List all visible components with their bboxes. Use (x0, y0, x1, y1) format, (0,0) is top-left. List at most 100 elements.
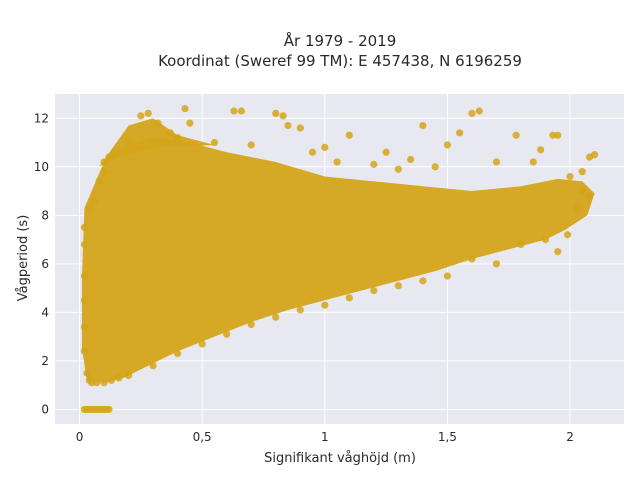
data-point-68 (578, 168, 586, 176)
data-point-49 (333, 158, 341, 166)
data-point-27 (100, 168, 108, 176)
data-point-62 (512, 131, 520, 139)
data-point-33 (144, 109, 152, 118)
y-axis-label: Vågperiod (s) (16, 215, 31, 302)
data-point-25 (90, 197, 98, 205)
data-point-39 (210, 138, 219, 147)
data-point-55 (419, 121, 427, 130)
data-point-85 (321, 301, 329, 309)
data-point-51 (370, 160, 378, 168)
point-cloud (81, 118, 595, 383)
data-point-72 (586, 192, 594, 200)
data-point-13 (80, 296, 89, 304)
data-point-79 (468, 255, 476, 263)
data-point-10 (105, 405, 113, 414)
data-point-77 (517, 240, 525, 249)
y-tick-labels: 0 2 4 6 8 10 12 (34, 111, 49, 416)
data-point-11 (80, 347, 89, 355)
data-point-73 (573, 204, 582, 212)
data-point-24 (85, 204, 93, 212)
data-points (80, 104, 599, 414)
data-point-82 (394, 282, 402, 290)
data-point-43 (272, 109, 280, 118)
data-point-63 (529, 158, 537, 166)
data-point-67 (566, 172, 574, 181)
data-point-59 (468, 109, 476, 118)
y-tick-label-1: 2 (41, 354, 49, 368)
chart-title-line-1: År 1979 - 2019 (284, 31, 397, 50)
data-point-83 (370, 286, 378, 295)
data-point-41 (237, 107, 245, 115)
data-point-28 (105, 153, 113, 161)
data-point-26 (95, 177, 103, 185)
y-tick-label-5: 10 (34, 160, 49, 174)
data-point-81 (419, 277, 427, 285)
data-point-92 (149, 362, 157, 370)
data-point-14 (80, 272, 89, 280)
data-point-17 (83, 369, 91, 377)
data-point-21 (100, 379, 108, 387)
data-point-86 (296, 306, 304, 314)
x-tick-label-3: 1,5 (438, 430, 457, 444)
data-point-75 (554, 248, 562, 256)
data-point-61 (492, 158, 501, 166)
x-tick-label-1: 0,5 (193, 430, 212, 444)
data-point-70 (590, 151, 599, 159)
data-point-74 (563, 231, 572, 239)
data-point-37 (181, 104, 189, 113)
data-point-93 (124, 371, 133, 380)
data-point-47 (308, 148, 317, 156)
y-tick-label-4: 8 (41, 208, 49, 222)
data-point-29 (100, 158, 108, 166)
chart-title-line-2: Koordinat (Sweref 99 TM): E 457438, N 61… (158, 52, 522, 70)
x-tick-label-0: 0 (76, 430, 84, 444)
data-point-60 (475, 107, 483, 115)
cloud-main (81, 137, 595, 383)
data-point-23 (115, 374, 123, 382)
data-point-76 (541, 235, 550, 244)
y-tick-label-6: 12 (34, 111, 49, 125)
data-point-54 (407, 155, 415, 164)
x-tick-label-2: 1 (321, 430, 329, 444)
data-point-32 (137, 112, 145, 120)
data-point-12 (80, 323, 89, 331)
data-point-46 (296, 124, 304, 132)
y-tick-label-2: 4 (41, 305, 49, 319)
data-point-80 (443, 272, 452, 280)
data-point-84 (345, 294, 353, 302)
data-point-53 (394, 165, 402, 173)
data-point-20 (93, 379, 101, 387)
data-point-34 (154, 119, 162, 127)
x-axis-label: Signifikant våghöjd (m) (264, 451, 416, 466)
data-point-36 (174, 134, 182, 142)
data-point-90 (198, 340, 206, 348)
data-point-40 (230, 107, 238, 115)
data-point-35 (166, 129, 174, 137)
data-point-31 (124, 138, 133, 147)
y-tick-label-3: 6 (41, 257, 49, 271)
y-tick-label-0: 0 (41, 402, 49, 416)
data-point-89 (223, 330, 231, 338)
data-point-57 (443, 141, 452, 149)
data-point-66 (554, 131, 562, 139)
data-point-48 (321, 143, 329, 151)
x-tick-label-4: 2 (566, 430, 574, 444)
data-point-71 (578, 187, 586, 195)
data-point-50 (345, 131, 353, 139)
data-point-16 (80, 223, 89, 232)
data-point-45 (284, 121, 292, 130)
data-point-42 (247, 141, 255, 149)
cloud-upper (99, 118, 215, 167)
data-point-52 (382, 148, 390, 156)
x-tick-labels: 0 0,5 1 1,5 2 (76, 430, 574, 444)
data-point-30 (110, 148, 118, 156)
data-point-15 (80, 240, 89, 249)
data-point-38 (186, 119, 194, 127)
data-point-44 (279, 112, 287, 120)
data-point-87 (272, 313, 280, 321)
data-point-58 (456, 129, 464, 137)
data-point-78 (492, 260, 501, 268)
data-point-88 (247, 320, 255, 329)
data-point-91 (174, 350, 182, 358)
